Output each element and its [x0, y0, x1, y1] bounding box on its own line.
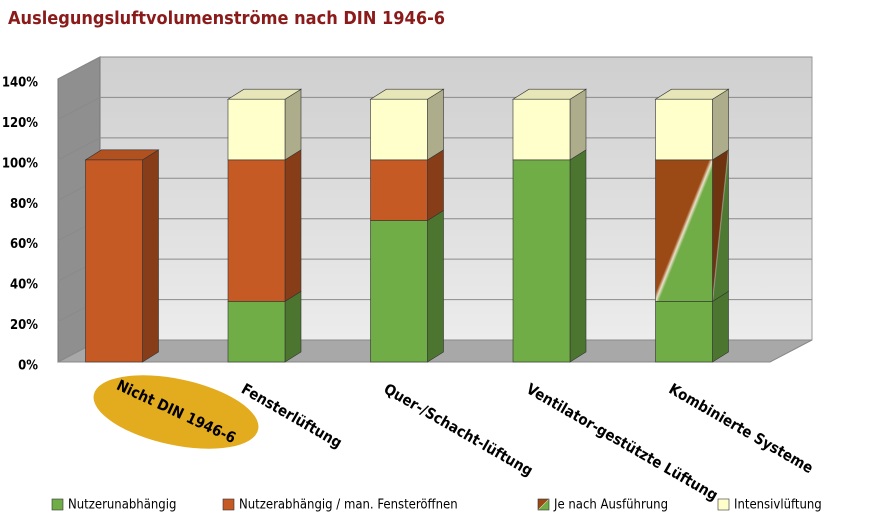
bar-top [369, 88, 445, 100]
bar-side [569, 149, 587, 363]
y-tick-label: 60% [10, 237, 38, 252]
bar-side [427, 88, 444, 161]
y-tick-label: 0% [18, 359, 38, 374]
x-tick-label: Kombinierte Systeme [666, 380, 817, 477]
bar-top [654, 88, 730, 100]
category-highlight [93, 375, 259, 449]
x-tick-label: Quer-/Schacht-lüftung [381, 380, 536, 480]
bar-side [712, 290, 729, 363]
legend-label: Nutzerunabhängig [68, 498, 176, 513]
bar [227, 159, 286, 302]
bar [655, 159, 713, 302]
bar-side [284, 290, 302, 363]
y-tick-label: 40% [10, 278, 38, 293]
bar [512, 98, 571, 161]
legend-swatch [537, 498, 550, 511]
bar-side [712, 88, 729, 161]
y-tick-label: 140% [2, 76, 38, 91]
bar-side [712, 149, 729, 302]
bar [512, 159, 571, 363]
legend-swatch [222, 498, 235, 511]
grid-line [57, 56, 812, 80]
bar [370, 159, 428, 221]
bar-top [84, 149, 160, 161]
bar-side [569, 88, 587, 161]
bar-side [427, 149, 444, 222]
bar-side [284, 149, 302, 302]
bar [227, 301, 286, 363]
bar-side [284, 88, 302, 161]
chart-title: Auslegungsluftvolumenströme nach DIN 194… [8, 8, 445, 29]
legend-swatch [51, 498, 64, 511]
bar-top [511, 88, 588, 100]
legend-label: Je nach Ausführung [553, 498, 668, 513]
bar [655, 301, 713, 363]
legend-swatch [717, 498, 730, 511]
bar-top [226, 88, 303, 100]
bar [370, 220, 428, 363]
y-tick-label: 100% [2, 156, 38, 171]
bar [655, 98, 713, 161]
y-tick-label: 120% [2, 116, 38, 131]
bar [370, 98, 428, 161]
bar-side [427, 209, 444, 363]
legend-label: Nutzerabhängig / man. Fensteröffnen [239, 498, 458, 513]
bar [227, 98, 286, 161]
bar [85, 159, 143, 363]
legend-label: Intensivlüftung [734, 498, 822, 513]
y-tick-label: 20% [10, 318, 38, 333]
bar-side [142, 149, 159, 363]
y-tick-label: 80% [10, 197, 38, 212]
